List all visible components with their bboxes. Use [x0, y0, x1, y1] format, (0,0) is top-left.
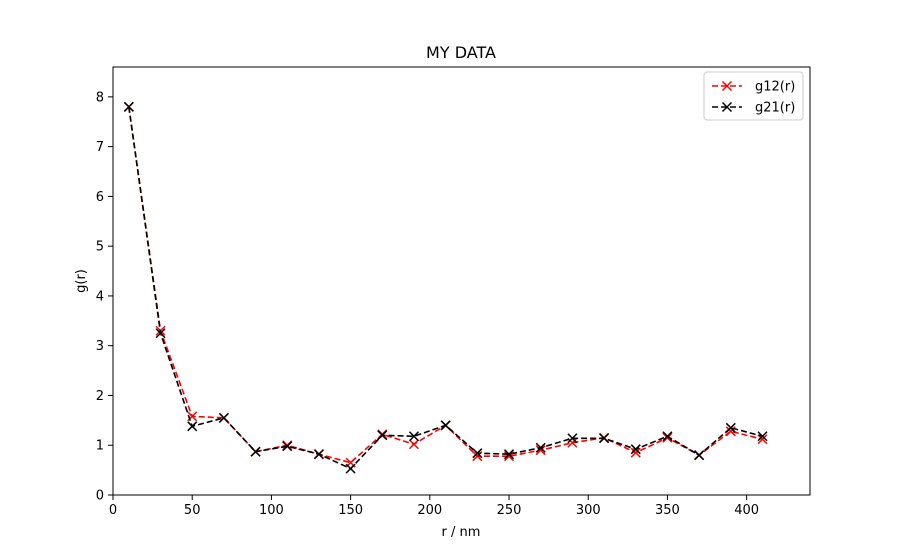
y-axis: 0 1 2 3 4 5 6 7 8 [96, 90, 113, 504]
chart-title: MY DATA [426, 43, 496, 62]
y-tick-label: 5 [96, 240, 104, 255]
data-point [694, 450, 705, 461]
y-tick-label: 3 [96, 339, 104, 354]
data-point [218, 412, 229, 423]
x-tick-label: 200 [417, 503, 442, 518]
legend-label: g21(r) [755, 101, 795, 116]
data-point [282, 441, 293, 452]
data-point [535, 445, 546, 456]
y-tick-label: 0 [96, 489, 104, 504]
x-tick-label: 0 [109, 503, 117, 518]
data-point [250, 446, 261, 457]
plot-frame [112, 66, 811, 496]
x-tick-label: 100 [259, 503, 284, 518]
x-tick-label: 300 [576, 503, 601, 518]
data-point [630, 447, 641, 458]
data-point [503, 449, 515, 460]
legend: g12(r) g21(r) [703, 71, 804, 121]
data-point [662, 432, 673, 443]
data-point [662, 431, 673, 442]
data-point [757, 431, 768, 442]
legend-marker [721, 80, 733, 92]
y-tick-label: 7 [96, 140, 104, 155]
legend-label: g12(r) [755, 80, 795, 95]
legend-item: g21(r) [712, 101, 795, 116]
y-tick-label: 6 [96, 190, 104, 205]
data-point [630, 444, 641, 455]
data-point [567, 433, 578, 444]
x-tick-label: 350 [655, 503, 680, 518]
data-point [123, 101, 134, 112]
x-axis-label: r / nm [442, 525, 481, 540]
x-tick-label: 150 [338, 503, 363, 518]
data-point [377, 430, 388, 441]
data-point [599, 433, 610, 444]
data-point [187, 421, 198, 432]
y-tick-label: 4 [96, 289, 104, 304]
data-point [408, 439, 420, 450]
y-tick-label: 8 [96, 90, 104, 105]
data-point [313, 449, 324, 460]
x-tick-label: 250 [497, 503, 522, 518]
data-point [440, 420, 451, 431]
x-tick-label: 400 [734, 503, 759, 518]
x-axis: 0 50 100 150 200 250 300 350 400 [109, 495, 759, 518]
series-2 [123, 101, 768, 474]
legend-item: g12(r) [712, 80, 795, 95]
x-tick-label: 50 [184, 503, 201, 518]
data-point [535, 442, 546, 453]
data-point [345, 463, 356, 474]
data-point [155, 328, 166, 339]
series-layer [123, 101, 768, 474]
data-point [472, 448, 483, 459]
data-point [725, 422, 736, 433]
y-axis-label: g(r) [74, 269, 89, 293]
y-tick-label: 1 [96, 439, 104, 454]
data-point [408, 431, 420, 442]
legend-marker [721, 101, 733, 113]
plot-area [112, 66, 811, 496]
y-tick-label: 2 [96, 389, 104, 404]
